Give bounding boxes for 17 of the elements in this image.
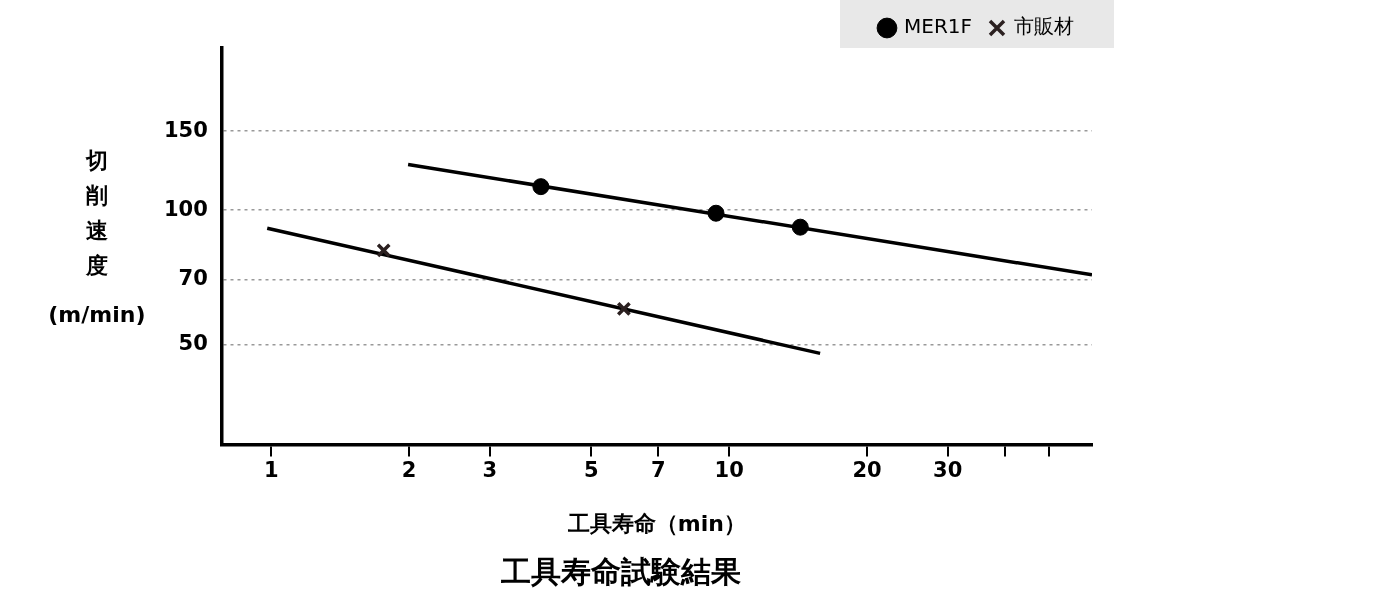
x-tick-label: 20 — [852, 458, 882, 483]
text: 工具寿命試験結果 — [500, 553, 741, 589]
x-axis-title: 工具寿命（min） — [566, 510, 746, 536]
y-tick-label: 100 — [163, 196, 208, 221]
x-tick-label: 5 — [584, 458, 599, 483]
x-tick-label: 30 — [933, 458, 963, 483]
x-tick-label: 7 — [650, 458, 666, 483]
x-tick-label: 1 — [263, 458, 279, 483]
x-tick-label: 10 — [714, 458, 744, 483]
y-axis-title: 切削速度 (m/min) — [48, 147, 146, 327]
x-tick-label: 2 — [401, 458, 417, 483]
legend-label: 市販材 — [1014, 14, 1074, 39]
legend-label: MER1F — [903, 14, 973, 39]
y-tick-label: 70 — [178, 265, 208, 290]
y-tick-label: 50 — [178, 331, 208, 356]
x-tick-label: 3 — [482, 458, 498, 483]
y-tick-label: 150 — [163, 117, 208, 142]
